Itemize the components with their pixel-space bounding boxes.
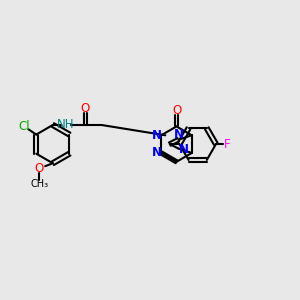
Text: N: N	[173, 128, 183, 141]
Text: F: F	[224, 138, 230, 151]
Text: O: O	[172, 104, 181, 117]
Text: N: N	[152, 146, 161, 159]
Text: Cl: Cl	[18, 120, 30, 133]
Text: N: N	[152, 129, 161, 142]
Text: CH₃: CH₃	[30, 179, 48, 189]
Text: O: O	[35, 162, 44, 175]
Text: O: O	[81, 102, 90, 115]
Text: N: N	[178, 143, 188, 157]
Text: NH: NH	[56, 118, 74, 131]
